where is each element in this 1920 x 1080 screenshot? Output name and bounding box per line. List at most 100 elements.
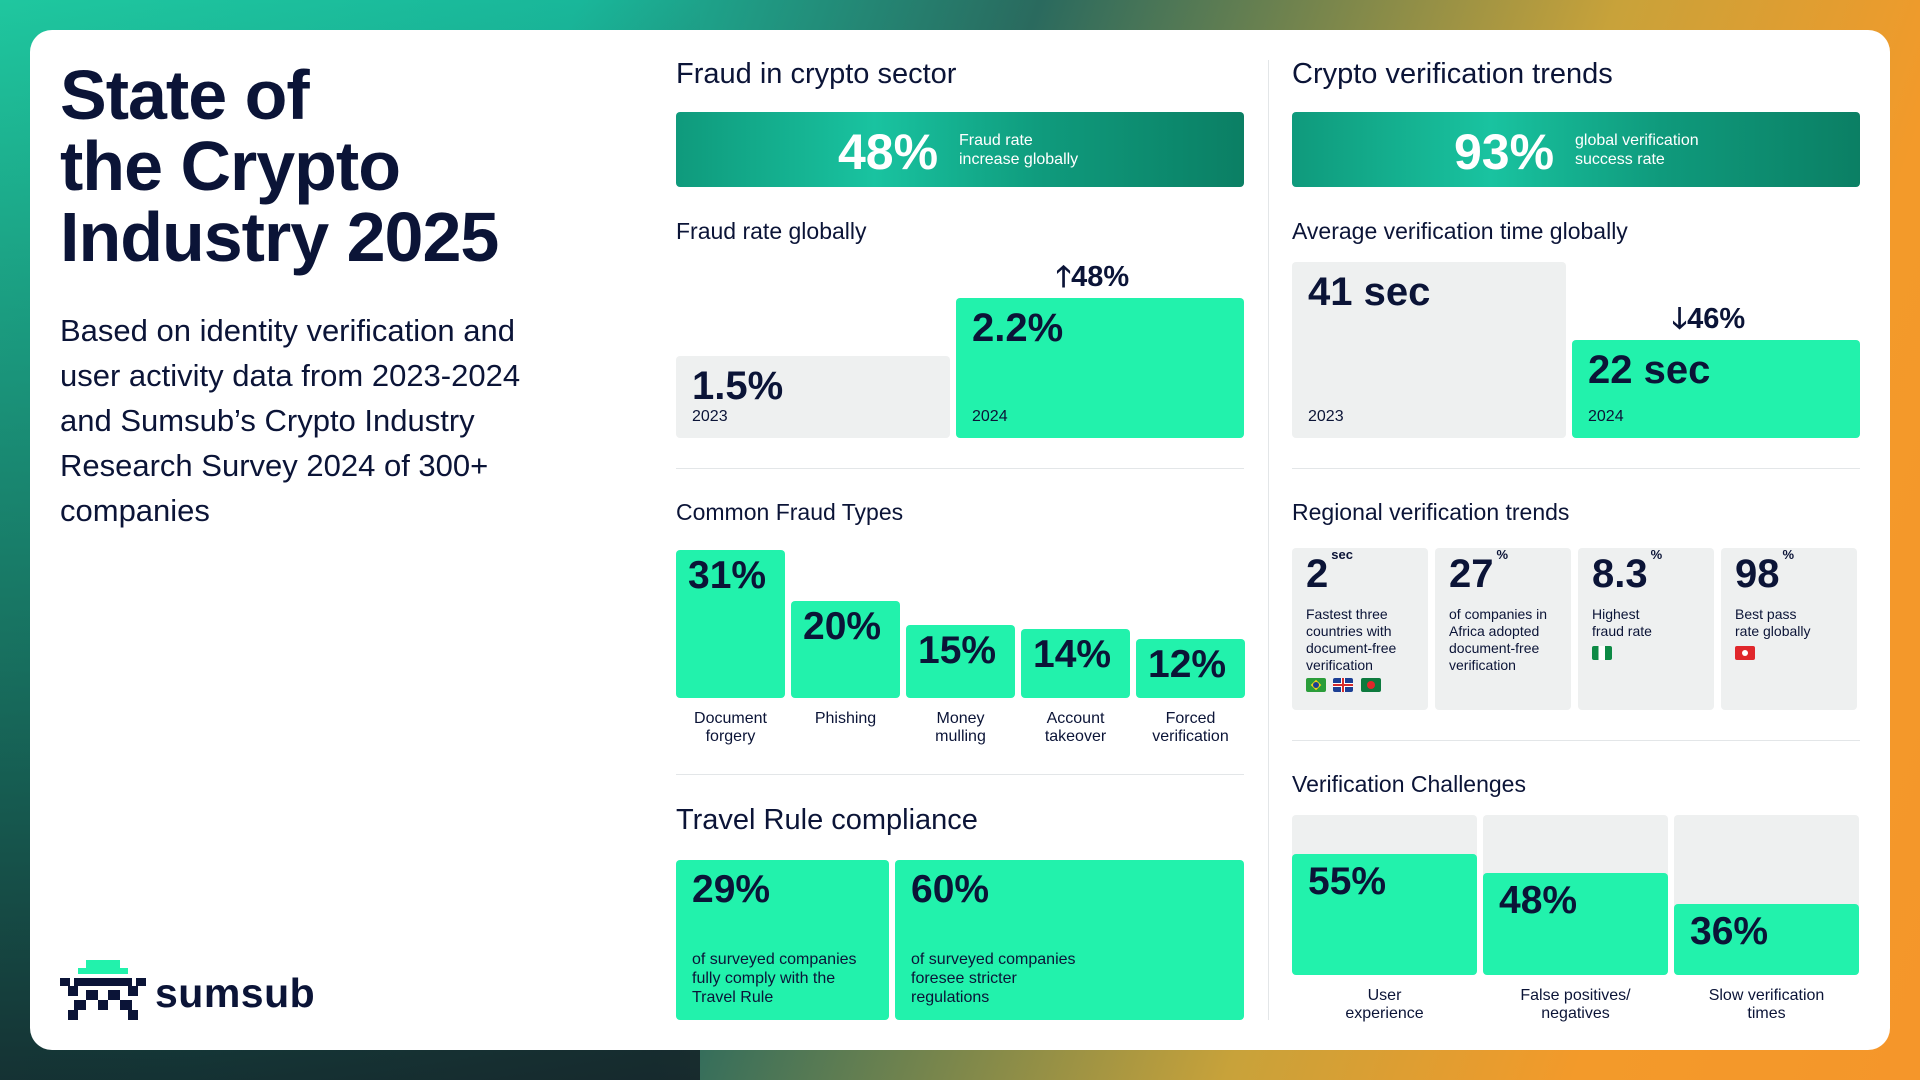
challenges-heading: Verification Challenges — [1292, 771, 1526, 797]
desc-line: of surveyed companies — [911, 951, 1076, 968]
uk-flag-icon — [1333, 678, 1354, 692]
desc-line: document-free — [1306, 640, 1397, 656]
label-line: mulling — [935, 728, 986, 745]
travel-rule-card: 60% of surveyed companies foresee strict… — [895, 860, 1244, 1020]
desc-line: fraud rate — [1592, 623, 1652, 639]
label-line: takeover — [1044, 728, 1107, 745]
page-subtitle: Based on identity verification and user … — [60, 313, 521, 528]
column-divider — [1268, 60, 1269, 1020]
verification-2024-year: 2024 — [1588, 408, 1624, 425]
desc-line: fully comply with the — [692, 970, 836, 987]
desc-line: verification — [1306, 657, 1373, 673]
challenge-label: User experience — [1292, 987, 1477, 1023]
label-line: forgery — [705, 728, 756, 745]
fraud-type-label: Phishing — [791, 710, 900, 728]
fraud-delta-value: 48% — [1071, 261, 1130, 293]
desc-line: Africa adopted — [1449, 623, 1540, 639]
arrow-down-icon: 🡓 — [1672, 303, 1688, 335]
brand-name: sumsub — [155, 970, 316, 1016]
label-line: Document — [694, 710, 767, 727]
flag-row — [1735, 646, 1758, 665]
divider — [1292, 740, 1860, 741]
regional-stat-card: 27% of companies in Africa adopted docum… — [1435, 547, 1571, 710]
banner-label-line: global verification — [1575, 132, 1699, 149]
flag-row — [1592, 646, 1615, 665]
fraud-delta: 🡑48% — [1056, 256, 1129, 305]
challenge-label: False positives/negatives — [1483, 987, 1668, 1023]
fraud-type-label: Account takeover — [1021, 710, 1130, 746]
divider — [676, 468, 1244, 469]
label-line: Phishing — [814, 710, 877, 727]
fraud-type-label: Document forgery — [676, 710, 785, 746]
label-line: times — [1747, 1005, 1786, 1022]
fraud-2024-box: 2.2% 2024 — [956, 298, 1244, 438]
regional-stat-value: 2 sec — [1306, 547, 1353, 597]
verification-banner-value: 93% — [1454, 124, 1555, 180]
stat-unit: sec — [1331, 546, 1353, 562]
challenge-bar: 48% — [1483, 873, 1668, 975]
desc-line: Best pass — [1735, 606, 1797, 622]
label-line: experience — [1345, 1005, 1424, 1022]
desc-line: Travel Rule — [692, 989, 774, 1006]
verification-time-heading: Average verification time globally — [1292, 218, 1628, 244]
label-line: False positives/ — [1520, 987, 1631, 1004]
fraud-2024-year: 2024 — [972, 408, 1008, 425]
fraud-2023-box: 1.5% 2023 — [676, 356, 950, 438]
regional-stat-value: 98% — [1735, 547, 1794, 597]
banner-label-line: success rate — [1575, 151, 1665, 168]
desc-line: countries with — [1306, 623, 1392, 639]
verification-2023-value: 41 sec — [1308, 270, 1431, 314]
verification-banner-label: global verification success rate — [1575, 131, 1775, 169]
fraud-type-bar: 15% — [906, 625, 1015, 698]
regional-stat-card: 2 sec Fastest three countries with docume… — [1292, 547, 1428, 710]
regional-stat-desc: of companies in Africa adopted document-… — [1449, 606, 1547, 674]
regional-stat-desc: Fastest three countries with document-fr… — [1306, 606, 1396, 674]
fraud-type-label: Money mulling — [906, 710, 1015, 746]
stat-number: 27 — [1449, 552, 1494, 596]
arrow-up-icon: 🡑 — [1056, 261, 1072, 293]
stat-number: 8.3 — [1592, 552, 1648, 596]
regional-heading: Regional verification trends — [1292, 499, 1570, 525]
verification-banner: 93% global verification success rate — [1292, 112, 1860, 187]
fraud-type-label: Forced verification — [1136, 710, 1245, 746]
travel-rule-value: 60% — [911, 868, 990, 911]
desc-line: of companies in — [1449, 606, 1548, 622]
travel-rule-desc: of surveyed companies fully comply with … — [692, 950, 857, 1007]
regional-stat-card: 8.3% Highest fraud rate — [1578, 547, 1714, 710]
verification-2024-value: 22 sec — [1588, 348, 1711, 392]
flag-row — [1306, 678, 1384, 697]
fraud-type-bar: 14% — [1021, 629, 1130, 698]
travel-rule-desc: of surveyed companies foresee stricter r… — [911, 950, 1076, 1007]
travel-rule-heading: Travel Rule compliance — [676, 804, 978, 836]
travel-rule-card: 29% of surveyed companies fully comply w… — [676, 860, 889, 1020]
label-line: negatives — [1541, 1005, 1610, 1022]
fraud-type-bar: 31% — [676, 550, 785, 698]
regional-stat-value: 27% — [1449, 547, 1508, 597]
stat-unit: % — [1496, 546, 1509, 562]
verification-delta-value: 46% — [1687, 303, 1746, 335]
fraud-type-bar: 20% — [791, 601, 900, 698]
divider — [676, 774, 1244, 775]
label-line: Account — [1046, 710, 1105, 727]
desc-line: of surveyed companies — [692, 951, 857, 968]
regional-stat-desc: Best pass rate globally — [1735, 606, 1811, 640]
sumsub-logo-icon — [60, 960, 146, 1020]
desc-line: foresee stricter — [911, 970, 1017, 987]
fraud-2024-value: 2.2% — [972, 306, 1064, 350]
banner-label-line: Fraud rate — [959, 132, 1033, 149]
brazil-flag-icon — [1306, 678, 1326, 692]
title-line: State of — [60, 56, 310, 134]
label-line: verification — [1152, 728, 1229, 745]
page-title: State of the Crypto Industry 2025 — [60, 60, 620, 273]
fraud-banner-label: Fraud rate increase globally — [959, 131, 1159, 169]
stat-number: 98 — [1735, 552, 1780, 596]
bangladesh-flag-icon — [1360, 678, 1381, 692]
infographic-card: State of the Crypto Industry 2025 Based … — [30, 30, 1890, 1050]
desc-line: verification — [1449, 657, 1516, 673]
fraud-types-heading: Common Fraud Types — [676, 499, 904, 525]
challenge-label: Slow verification times — [1674, 987, 1859, 1023]
desc-line: Fastest three — [1306, 606, 1388, 622]
fraud-rate-heading: Fraud rate globally — [676, 218, 867, 244]
fraud-banner-value: 48% — [838, 124, 939, 180]
fraud-type-value: 20% — [803, 605, 882, 648]
